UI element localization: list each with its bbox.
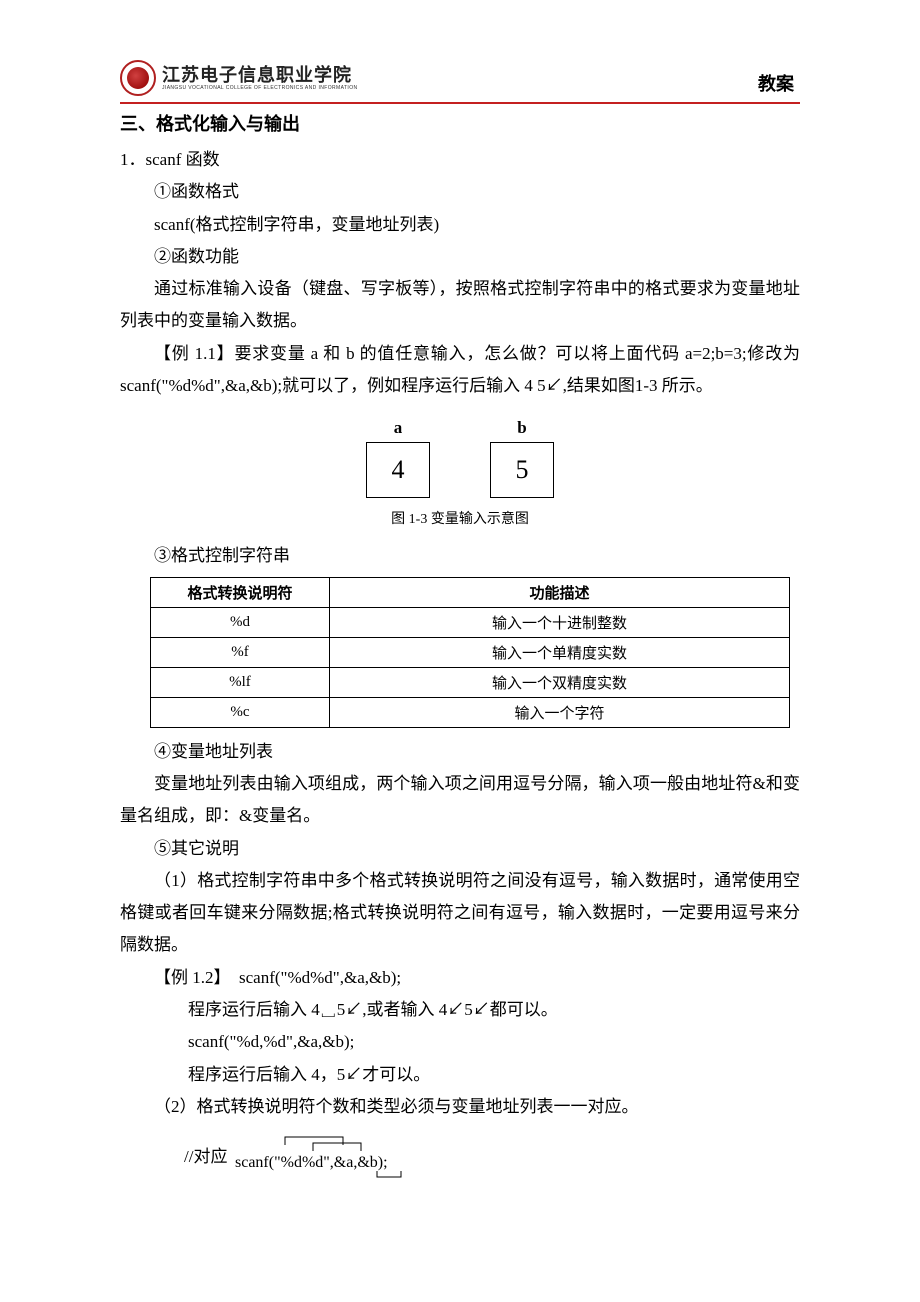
- table-cell: %d: [151, 607, 330, 637]
- figure-col-b: b 5: [490, 418, 554, 498]
- note-2: （2）格式转换说明符个数和类型必须与变量地址列表一一对应。: [120, 1091, 800, 1123]
- sub-1-line: scanf(格式控制字符串，变量地址列表): [120, 209, 800, 241]
- logo-en-text: JIANGSU VOCATIONAL COLLEGE OF ELECTRONIC…: [162, 86, 358, 91]
- table-row: %lf 输入一个双精度实数: [151, 667, 790, 697]
- bracket-inner-icon: [313, 1143, 361, 1151]
- code-annotation-text: scanf("%d%d",&a,&b);: [235, 1154, 388, 1171]
- sub-4-heading: ④变量地址列表: [120, 736, 800, 768]
- figure-label-a: a: [394, 418, 403, 438]
- code-annotation: //对应 scanf("%d%d",&a,&b);: [120, 1129, 800, 1179]
- page-header: 江苏电子信息职业学院 JIANGSU VOCATIONAL COLLEGE OF…: [120, 60, 800, 100]
- figure-col-a: a 4: [366, 418, 430, 498]
- example-1-2-line-1: 程序运行后输入 4␣5↙,或者输入 4↙5↙都可以。: [120, 994, 800, 1026]
- figure-1-3: a 4 b 5: [120, 418, 800, 498]
- table-row: %c 输入一个字符: [151, 697, 790, 727]
- example-1-2-line-2: scanf("%d,%d",&a,&b);: [120, 1026, 800, 1058]
- section-title: 三、格式化输入与输出: [120, 110, 800, 136]
- header-right-label: 教案: [758, 70, 800, 96]
- item-1-title: 1．scanf 函数: [120, 144, 800, 176]
- table-head-2: 功能描述: [329, 577, 789, 607]
- logo-text: 江苏电子信息职业学院 JIANGSU VOCATIONAL COLLEGE OF…: [162, 66, 358, 91]
- code-annotation-diagram: scanf("%d%d",&a,&b);: [235, 1129, 435, 1179]
- note-1: （1）格式控制字符串中多个格式转换说明符之间没有逗号，输入数据时，通常使用空格键…: [120, 865, 800, 962]
- sub-1-heading: ①函数格式: [120, 176, 800, 208]
- bracket-outer-icon: [285, 1137, 343, 1145]
- page: 江苏电子信息职业学院 JIANGSU VOCATIONAL COLLEGE OF…: [0, 0, 920, 1259]
- example-1-2-title: 【例 1.2】 scanf("%d%d",&a,&b);: [120, 962, 800, 994]
- logo-icon: [120, 60, 156, 96]
- table-cell: 输入一个十进制整数: [329, 607, 789, 637]
- table-header-row: 格式转换说明符 功能描述: [151, 577, 790, 607]
- sub-3-heading: ③格式控制字符串: [120, 540, 800, 572]
- figure-caption: 图 1-3 变量输入示意图: [120, 508, 800, 528]
- figure-box-b: 5: [490, 442, 554, 498]
- table-cell: 输入一个双精度实数: [329, 667, 789, 697]
- table-cell: %lf: [151, 667, 330, 697]
- sub-4-paragraph: 变量地址列表由输入项组成，两个输入项之间用逗号分隔，输入项一般由地址符&和变量名…: [120, 768, 800, 833]
- header-rule: [120, 102, 800, 104]
- table-row: %f 输入一个单精度实数: [151, 637, 790, 667]
- logo-cn-text: 江苏电子信息职业学院: [162, 66, 358, 84]
- example-1-2-line-3: 程序运行后输入 4，5↙才可以。: [120, 1059, 800, 1091]
- bracket-under-icon: [377, 1171, 401, 1177]
- table-cell: 输入一个字符: [329, 697, 789, 727]
- table-row: %d 输入一个十进制整数: [151, 607, 790, 637]
- sub-2-heading: ②函数功能: [120, 241, 800, 273]
- logo-inner-icon: [127, 67, 149, 89]
- sub-2-paragraph: 通过标准输入设备（键盘、写字板等），按照格式控制字符串中的格式要求为变量地址列表…: [120, 273, 800, 338]
- figure-box-a: 4: [366, 442, 430, 498]
- format-specifier-table: 格式转换说明符 功能描述 %d 输入一个十进制整数 %f 输入一个单精度实数 %…: [150, 577, 790, 728]
- example-1-1: 【例 1.1】要求变量 a 和 b 的值任意输入，怎么做？可以将上面代码 a=2…: [120, 338, 800, 403]
- table-cell: 输入一个单精度实数: [329, 637, 789, 667]
- table-cell: %f: [151, 637, 330, 667]
- table-cell: %c: [151, 697, 330, 727]
- table-head-1: 格式转换说明符: [151, 577, 330, 607]
- code-annotation-prefix: //对应: [184, 1142, 227, 1167]
- figure-label-b: b: [517, 418, 526, 438]
- sub-5-heading: ⑤其它说明: [120, 833, 800, 865]
- logo-block: 江苏电子信息职业学院 JIANGSU VOCATIONAL COLLEGE OF…: [120, 60, 358, 96]
